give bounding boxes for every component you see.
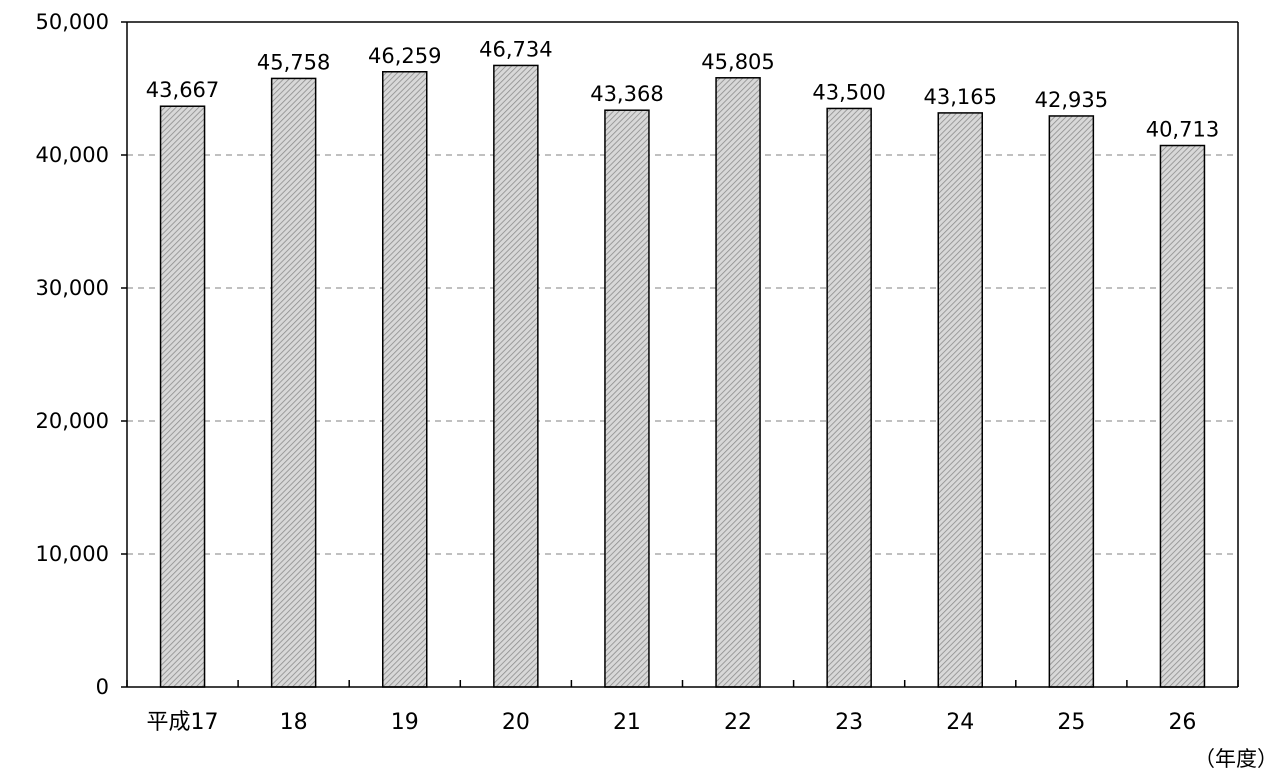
bar [159, 105, 206, 688]
y-tick-label: 40,000 [36, 143, 109, 167]
bars [159, 64, 1206, 688]
bar [493, 64, 539, 688]
x-tick-label: 23 [835, 710, 863, 735]
y-tick-label: 10,000 [36, 542, 109, 566]
y-tick-label: 0 [96, 675, 109, 699]
data-label: 42,935 [1035, 88, 1108, 112]
bar [270, 77, 317, 688]
bar [1159, 144, 1206, 688]
bar [1048, 115, 1095, 688]
data-label: 43,667 [146, 78, 219, 102]
x-tick-label: 18 [280, 710, 308, 735]
x-tick-label: 24 [946, 710, 974, 735]
data-label: 46,259 [368, 44, 441, 68]
data-label: 45,758 [257, 50, 330, 74]
x-tick-label: 平成17 [147, 710, 219, 735]
y-tick-label: 30,000 [36, 276, 109, 300]
y-tick-label: 20,000 [36, 409, 109, 433]
x-tick-label: 21 [613, 710, 641, 735]
data-label: 43,165 [924, 85, 997, 109]
labels: 43,667 45,758 46,259 46,734 43,368 45,805 43,5… [36, 10, 1278, 771]
x-tick-label: 22 [724, 710, 752, 735]
bar [715, 77, 761, 688]
bar [937, 112, 983, 688]
data-label: 45,805 [701, 50, 774, 74]
data-label: 46,734 [479, 37, 552, 61]
bar [604, 109, 650, 688]
bar [382, 71, 428, 688]
y-tick-label: 50,000 [36, 10, 109, 34]
data-label: 43,500 [812, 80, 885, 104]
axes [121, 21, 1239, 688]
x-tick-label: 25 [1057, 710, 1085, 735]
data-label: 43,368 [590, 82, 663, 106]
bar [826, 107, 872, 688]
data-label: 40,713 [1146, 118, 1219, 142]
x-tick-label: 20 [502, 710, 530, 735]
x-tick-label: 19 [391, 710, 419, 735]
x-unit-label: （年度） [1194, 747, 1278, 771]
x-tick-label: 26 [1168, 710, 1196, 735]
